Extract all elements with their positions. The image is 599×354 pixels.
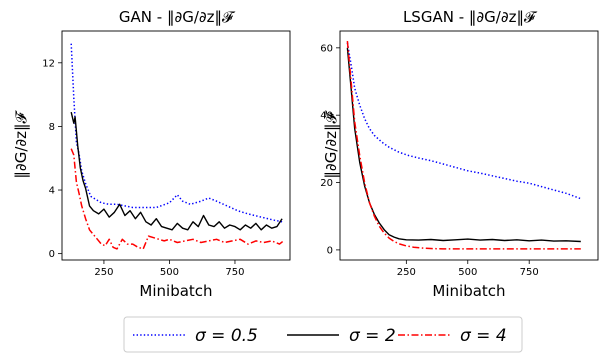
y-tick-label: 0 [327,245,333,256]
legend-label: σ = 4 [460,326,507,346]
y-axis-label: ‖∂G/∂z‖𝓕 [12,110,30,179]
x-axis-label: Minibatch [432,282,505,300]
plot-frame [339,30,599,261]
x-tick-label: 250 [397,267,416,278]
x-tick-label: 500 [160,267,179,278]
y-tick-label: 8 [49,122,55,133]
legend-label: σ = 0.5 [195,326,258,346]
y-tick-label: 40 [320,111,333,122]
chart-title: LSGAN - ‖∂G/∂z‖𝓕 [403,8,538,26]
y-tick-label: 0 [49,249,55,260]
y-tick-label: 20 [320,178,333,189]
series-line-solid [70,111,283,231]
series-line-solid [346,47,581,243]
x-tick-label: 750 [520,267,539,278]
legend: σ = 0.5 σ = 2 σ = 4 [123,316,523,353]
x-axis-label: Minibatch [139,282,212,300]
series-line-dotted [70,43,283,223]
series-line-dashdot [346,41,581,250]
x-tick-label: 500 [458,267,477,278]
plot-frame [61,30,291,261]
gan-panel: 250 500 750 0 4 8 12 GAN - ‖∂G/∂z‖𝓕 Minibatch ‖∂G… [12,8,291,300]
series-line-dashdot [70,148,284,250]
x-tick-label: 250 [94,267,113,278]
chart-title: GAN - ‖∂G/∂z‖𝓕 [119,8,236,26]
y-tick-label: 60 [320,43,333,54]
legend-label: σ = 2 [349,326,396,346]
y-tick-label: 4 [49,186,55,197]
x-tick-label: 750 [225,267,244,278]
lsgan-panel: 250 500 750 0 20 40 60 LSGAN - ‖∂G/∂z‖𝓕 Minibatc… [320,8,599,300]
series-line-dotted [346,42,582,200]
y-tick-label: 12 [42,58,55,69]
y-axis-label: ‖∂G/∂z‖𝓕 [322,110,340,179]
